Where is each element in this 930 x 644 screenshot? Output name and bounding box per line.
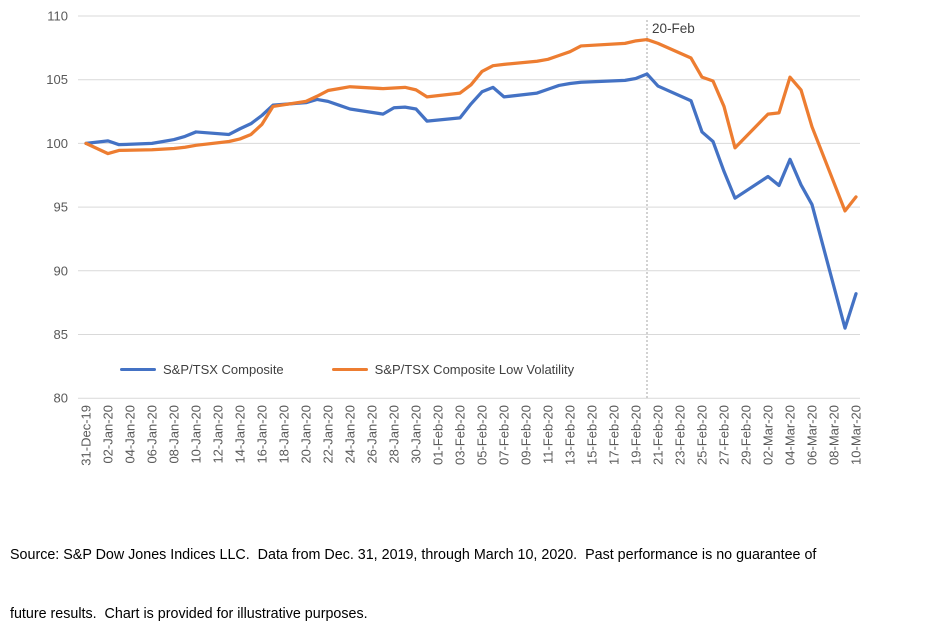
- y-axis-label: 85: [54, 327, 68, 342]
- x-axis-label: 05-Feb-20: [475, 405, 490, 465]
- x-axis-label: 08-Mar-20: [827, 405, 842, 465]
- y-axis-label: 100: [46, 136, 68, 151]
- y-axis-label: 105: [46, 72, 68, 87]
- x-axis-label: 23-Feb-20: [673, 405, 688, 465]
- x-axis-label: 25-Feb-20: [695, 405, 710, 465]
- legend-label-low-volatility: S&P/TSX Composite Low Volatility: [374, 362, 575, 377]
- x-axis-label: 21-Feb-20: [651, 405, 666, 465]
- source-note-line1: Source: S&P Dow Jones Indices LLC. Data …: [10, 547, 817, 563]
- chart-legend: S&P/TSX Composite S&P/TSX Composite Low …: [120, 362, 574, 377]
- legend-label-composite: S&P/TSX Composite: [163, 362, 284, 377]
- x-axis-label: 28-Jan-20: [387, 405, 402, 464]
- x-axis-label: 08-Jan-20: [167, 405, 182, 464]
- legend-line-sample-composite: [120, 367, 156, 372]
- x-axis-label: 10-Mar-20: [849, 405, 864, 465]
- y-axis-label: 80: [54, 391, 68, 406]
- x-axis-label: 18-Jan-20: [277, 405, 292, 464]
- x-axis-label: 01-Feb-20: [431, 405, 446, 465]
- x-axis-label: 14-Jan-20: [233, 405, 248, 464]
- x-axis-label: 06-Mar-20: [805, 405, 820, 465]
- x-axis-label: 13-Feb-20: [563, 405, 578, 465]
- series-line-low-volatility: [84, 37, 858, 213]
- legend-item-composite: S&P/TSX Composite: [120, 362, 284, 377]
- x-axis-label: 31-Dec-19: [79, 405, 94, 466]
- x-axis-label: 16-Jan-20: [255, 405, 270, 464]
- series-line-composite: [84, 72, 858, 330]
- line-chart-canvas: 110 105 100 95 90 85 80 31-Dec-19 02-Jan-20 04-Ja…: [46, 9, 864, 466]
- y-axis-label: 110: [47, 9, 68, 24]
- x-axis-label: 17-Feb-20: [607, 405, 622, 465]
- x-axis-label: 02-Mar-20: [761, 405, 776, 465]
- x-axis-label: 29-Feb-20: [739, 405, 754, 465]
- legend-line-sample-low-volatility: [331, 367, 368, 372]
- x-axis-label: 20-Jan-20: [299, 405, 314, 464]
- index-performance-chart: 110 105 100 95 90 85 80 31-Dec-19 02-Jan-20 04-Ja…: [46, 9, 864, 466]
- x-axis-label: 19-Feb-20: [629, 405, 644, 465]
- source-note: Source: S&P Dow Jones Indices LLC. Data …: [10, 507, 928, 644]
- x-axis-label: 07-Feb-20: [497, 405, 512, 465]
- legend-item-low-volatility: S&P/TSX Composite Low Volatility: [331, 362, 575, 377]
- x-axis-label: 04-Mar-20: [783, 405, 798, 465]
- x-axis-label: 09-Feb-20: [519, 405, 534, 465]
- y-axis-label: 90: [54, 263, 68, 278]
- x-axis-label: 02-Jan-20: [101, 405, 116, 464]
- x-axis-label: 22-Jan-20: [321, 405, 336, 464]
- annotation-label: 20-Feb: [652, 21, 695, 36]
- y-axis-label: 95: [54, 200, 68, 215]
- x-axis-label: 10-Jan-20: [189, 405, 204, 464]
- x-axis-label: 03-Feb-20: [453, 405, 468, 465]
- x-axis-label: 24-Jan-20: [343, 405, 358, 464]
- source-note-line2: future results. Chart is provided for il…: [10, 605, 368, 622]
- x-axis-label: 11-Feb-20: [541, 405, 556, 464]
- x-axis-label: 30-Jan-20: [409, 405, 424, 464]
- x-axis-label: 06-Jan-20: [145, 405, 160, 464]
- x-axis-label: 04-Jan-20: [123, 405, 138, 464]
- x-axis-label: 12-Jan-20: [211, 405, 226, 464]
- x-axis-label: 15-Feb-20: [585, 405, 600, 465]
- x-axis-label: 26-Jan-20: [365, 405, 380, 464]
- x-axis-label: 27-Feb-20: [717, 405, 732, 465]
